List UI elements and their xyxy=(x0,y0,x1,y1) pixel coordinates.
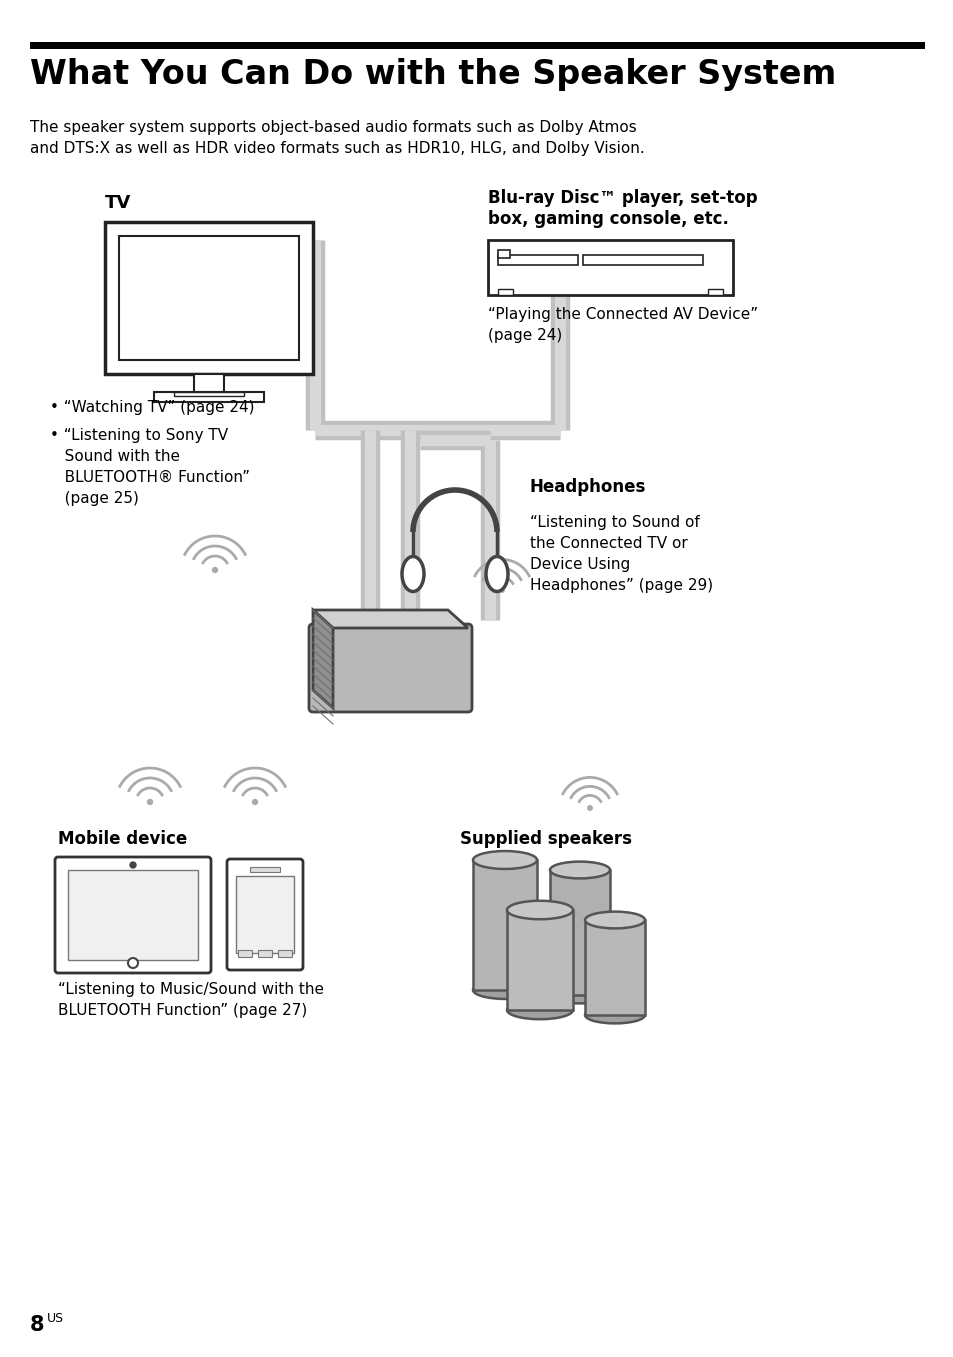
Ellipse shape xyxy=(584,912,644,928)
Text: TV: TV xyxy=(105,194,132,212)
Bar xyxy=(497,289,513,294)
Text: 8: 8 xyxy=(30,1315,45,1335)
Bar xyxy=(257,950,272,957)
Bar xyxy=(173,392,244,396)
Bar xyxy=(488,240,732,294)
Bar xyxy=(105,223,313,375)
Bar xyxy=(277,950,292,957)
Polygon shape xyxy=(313,611,333,708)
Bar xyxy=(119,236,298,360)
Ellipse shape xyxy=(506,901,573,919)
FancyBboxPatch shape xyxy=(309,624,472,712)
Text: What You Can Do with the Speaker System: What You Can Do with the Speaker System xyxy=(30,58,836,91)
Circle shape xyxy=(587,806,592,810)
Text: • “Watching TV” (page 24): • “Watching TV” (page 24) xyxy=(50,400,254,415)
Ellipse shape xyxy=(506,1000,573,1019)
Circle shape xyxy=(253,799,257,805)
FancyBboxPatch shape xyxy=(227,859,303,970)
Ellipse shape xyxy=(584,1007,644,1023)
Bar xyxy=(193,375,224,392)
Text: Headphones: Headphones xyxy=(530,478,646,497)
Ellipse shape xyxy=(473,981,537,999)
Circle shape xyxy=(213,567,217,573)
Text: Mobile device: Mobile device xyxy=(58,830,187,848)
Ellipse shape xyxy=(550,987,609,1003)
Bar xyxy=(550,870,609,995)
Circle shape xyxy=(499,588,504,592)
Bar xyxy=(506,911,573,1010)
Text: Blu-ray Disc™ player, set-top
box, gaming console, etc.: Blu-ray Disc™ player, set-top box, gamin… xyxy=(488,189,757,228)
Ellipse shape xyxy=(550,862,609,878)
Circle shape xyxy=(130,862,136,868)
Circle shape xyxy=(128,958,138,968)
Text: Supplied speakers: Supplied speakers xyxy=(459,830,631,848)
Circle shape xyxy=(148,799,152,805)
Bar xyxy=(237,950,252,957)
Text: US: US xyxy=(47,1312,64,1324)
Ellipse shape xyxy=(473,851,537,868)
Ellipse shape xyxy=(485,556,507,592)
Bar xyxy=(153,392,264,402)
FancyBboxPatch shape xyxy=(55,858,211,973)
Polygon shape xyxy=(313,611,468,628)
Bar xyxy=(68,870,198,959)
Bar xyxy=(473,860,537,991)
Text: The speaker system supports object-based audio formats such as Dolby Atmos
and D: The speaker system supports object-based… xyxy=(30,119,644,156)
Bar xyxy=(582,255,702,265)
Bar xyxy=(707,289,722,294)
Bar xyxy=(584,920,644,1015)
Text: “Playing the Connected AV Device”
(page 24): “Playing the Connected AV Device” (page … xyxy=(488,307,758,343)
Text: “Listening to Sound of
the Connected TV or
Device Using
Headphones” (page 29): “Listening to Sound of the Connected TV … xyxy=(530,516,713,593)
Bar xyxy=(235,877,294,953)
Bar xyxy=(30,42,924,49)
Text: “Listening to Music/Sound with the
BLUETOOTH Function” (page 27): “Listening to Music/Sound with the BLUET… xyxy=(58,982,324,1018)
Bar xyxy=(497,250,510,258)
Bar xyxy=(250,867,280,873)
Ellipse shape xyxy=(401,556,423,592)
Bar xyxy=(497,255,578,265)
Text: • “Listening to Sony TV
   Sound with the
   BLUETOOTH® Function”
   (page 25): • “Listening to Sony TV Sound with the B… xyxy=(50,427,250,506)
